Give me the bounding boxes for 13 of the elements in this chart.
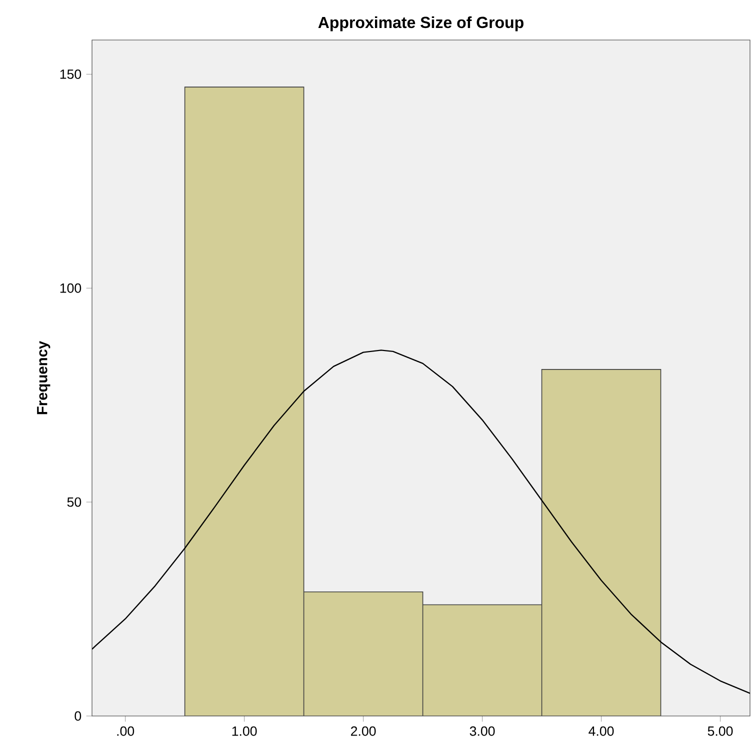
chart-title: Approximate Size of Group	[318, 16, 524, 32]
x-tick-label: 5.00	[708, 726, 733, 736]
y-tick-label: 150	[60, 70, 82, 79]
y-tick-label: 0	[74, 711, 82, 721]
y-tick-label: 100	[60, 283, 82, 293]
x-tick-label: 3.00	[470, 726, 495, 736]
x-tick-label: 1.00	[232, 726, 257, 736]
x-tick-label: 2.00	[350, 726, 376, 736]
y-tick-label: 50	[67, 497, 82, 507]
y-axis-title: Frequency	[37, 340, 50, 414]
line-series	[92, 350, 750, 694]
x-tick-label: 4.00	[588, 726, 614, 736]
x-tick-label: .00	[117, 726, 134, 736]
